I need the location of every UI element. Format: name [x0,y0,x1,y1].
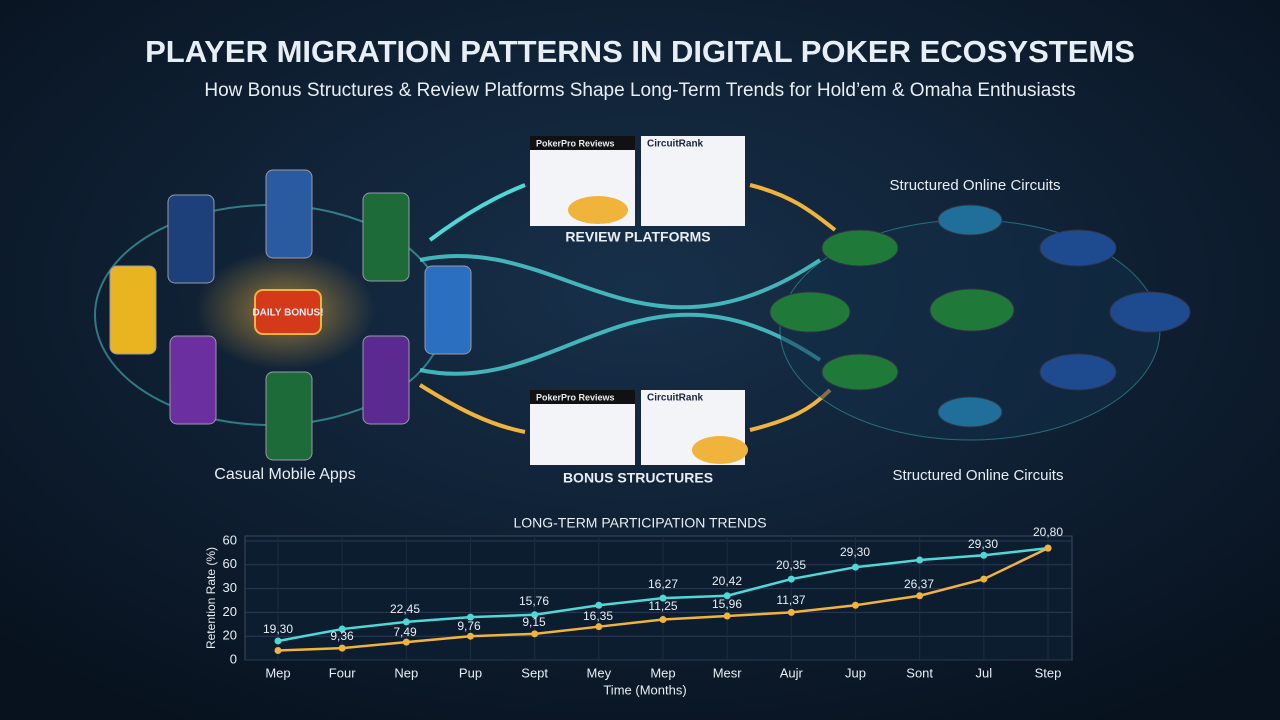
point-annotation: 9,36 [330,629,354,643]
point-annotation: 16,35 [583,609,613,623]
y-tick-label: 20 [223,628,237,643]
data-point [531,611,539,619]
data-point [916,556,924,564]
data-point [274,646,282,654]
point-annotation: 20,42 [712,574,742,588]
subtitle: How Bonus Structures & Review Platforms … [204,80,1075,101]
y-tick-label: 30 [223,580,237,595]
point-annotation: 22,45 [390,602,420,616]
bonus-label: BONUS STRUCTURES [563,470,713,486]
circuits-label: Structured Online Circuits [893,467,1064,484]
data-point [531,630,539,638]
apps-label: Casual Mobile Apps [214,466,355,483]
data-point [916,592,924,600]
x-tick-label: Mep [265,665,290,680]
point-annotation: 16,27 [648,577,678,591]
data-point [467,632,474,640]
data-point [852,601,859,609]
data-point [980,551,988,559]
point-annotation: 20,80 [1033,525,1063,539]
x-tick-label: Mep [650,665,675,680]
y-tick-label: 0 [230,651,237,666]
daily-bonus: DAILY BONUS! [252,308,323,319]
x-tick-label: Step [1035,665,1062,680]
review-cards: PokerPro Reviews CircuitRank PokerPro Re… [530,136,748,465]
y-tick-label: 20 [223,604,237,619]
point-annotation: 9,15 [522,615,546,629]
data-point [274,637,282,645]
point-annotation: 11,25 [648,599,677,613]
point-annotation: 11,37 [776,593,805,607]
x-axis-label: Time (Months) [603,682,686,697]
point-annotation: 20,35 [776,558,806,572]
data-point [467,613,474,621]
x-tick-label: Pup [459,665,482,680]
mobile-apps-cluster: DAILY BONUS! [94,169,472,461]
data-point [787,608,795,616]
x-tick-label: Sept [521,665,548,680]
x-tick-label: Jup [845,665,866,680]
circuit-tables [769,204,1191,441]
point-annotation: 29,30 [840,545,870,559]
data-point [338,625,346,633]
data-point [402,638,410,646]
y-tick-label: 60 [223,532,237,547]
data-point [723,612,731,620]
title: PLAYER MIGRATION PATTERNS IN DIGITAL POK… [145,34,1135,69]
point-annotation: 15,96 [712,597,742,611]
data-point [338,644,346,652]
card-title: PokerPro Reviews [536,138,615,148]
review-label: REVIEW PLATFORMS [565,229,710,245]
data-point [852,563,859,571]
point-annotation: 7,49 [393,625,417,639]
y-tick-label: 60 [223,556,237,571]
data-point [659,594,667,602]
x-tick-label: Aujr [780,665,804,680]
data-point [595,601,603,609]
data-point [980,575,988,583]
data-point [402,618,410,626]
x-tick-label: Jul [976,665,993,680]
point-annotation: 9,76 [457,619,481,633]
chart-title: LONG-TERM PARTICIPATION TRENDS [513,515,766,531]
x-tick-label: Nep [394,665,418,680]
card-title: PokerPro Reviews [536,392,615,402]
data-point [723,592,731,600]
x-tick-label: Four [329,665,356,680]
data-point [595,623,603,631]
point-annotation: 26,37 [904,577,934,591]
y-axis-label: Retention Rate (%) [204,547,218,649]
card-title: CircuitRank [647,393,704,404]
point-annotation: 15,76 [519,594,549,608]
circuits-label: Structured Online Circuits [890,177,1061,194]
x-tick-label: Sont [906,665,933,680]
data-point [1044,544,1052,552]
data-point [659,616,667,624]
x-tick-label: Mesr [713,665,743,680]
data-point [787,575,795,583]
x-tick-label: Mey [587,665,612,680]
point-annotation: 19,30 [263,622,293,636]
card-title: CircuitRank [647,139,704,150]
point-annotation: 29,30 [968,537,998,551]
